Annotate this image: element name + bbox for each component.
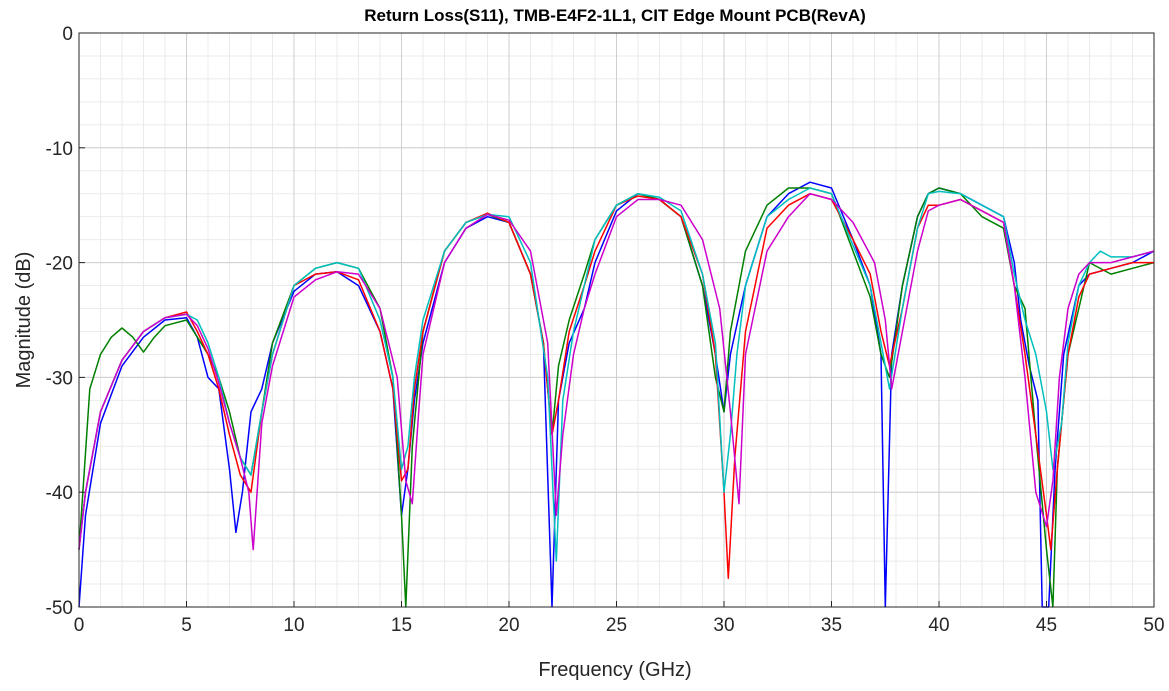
x-tick-label: 10 bbox=[283, 615, 304, 636]
x-tick-label: 35 bbox=[821, 615, 842, 636]
series-line-5 bbox=[78, 192, 1155, 551]
x-tick-label: 30 bbox=[713, 615, 734, 636]
x-tick-label: 20 bbox=[498, 615, 519, 636]
x-tick-label: 40 bbox=[928, 615, 949, 636]
y-tick-label: 0 bbox=[62, 24, 73, 45]
y-tick-label: -10 bbox=[46, 139, 73, 160]
series-line-2 bbox=[78, 187, 1155, 608]
series-line-4 bbox=[78, 187, 1155, 562]
x-tick-label: 15 bbox=[391, 615, 412, 636]
y-tick-label: -40 bbox=[46, 483, 73, 504]
y-tick-label: -30 bbox=[46, 368, 73, 389]
chart-title: Return Loss(S11), TMB-E4F2-1L1, CIT Edge… bbox=[364, 6, 866, 25]
x-tick-label: 45 bbox=[1036, 615, 1057, 636]
x-tick-label: 50 bbox=[1143, 615, 1164, 636]
x-tick-label: 0 bbox=[74, 615, 85, 636]
y-tick-label: -50 bbox=[46, 598, 73, 619]
y-tick-labels: 0 -10 -20 -30 -40 -50 bbox=[46, 24, 85, 619]
y-axis-label: Magnitude (dB) bbox=[13, 252, 35, 389]
series-group bbox=[78, 181, 1155, 608]
y-tick-label: -20 bbox=[46, 254, 73, 275]
x-tick-label: 5 bbox=[181, 615, 192, 636]
major-grid bbox=[78, 32, 1155, 608]
x-tick-labels: 0 5 10 15 20 25 30 35 40 45 50 bbox=[74, 601, 1165, 636]
x-axis-label: Frequency (GHz) bbox=[538, 659, 691, 681]
x-tick-label: 25 bbox=[606, 615, 627, 636]
